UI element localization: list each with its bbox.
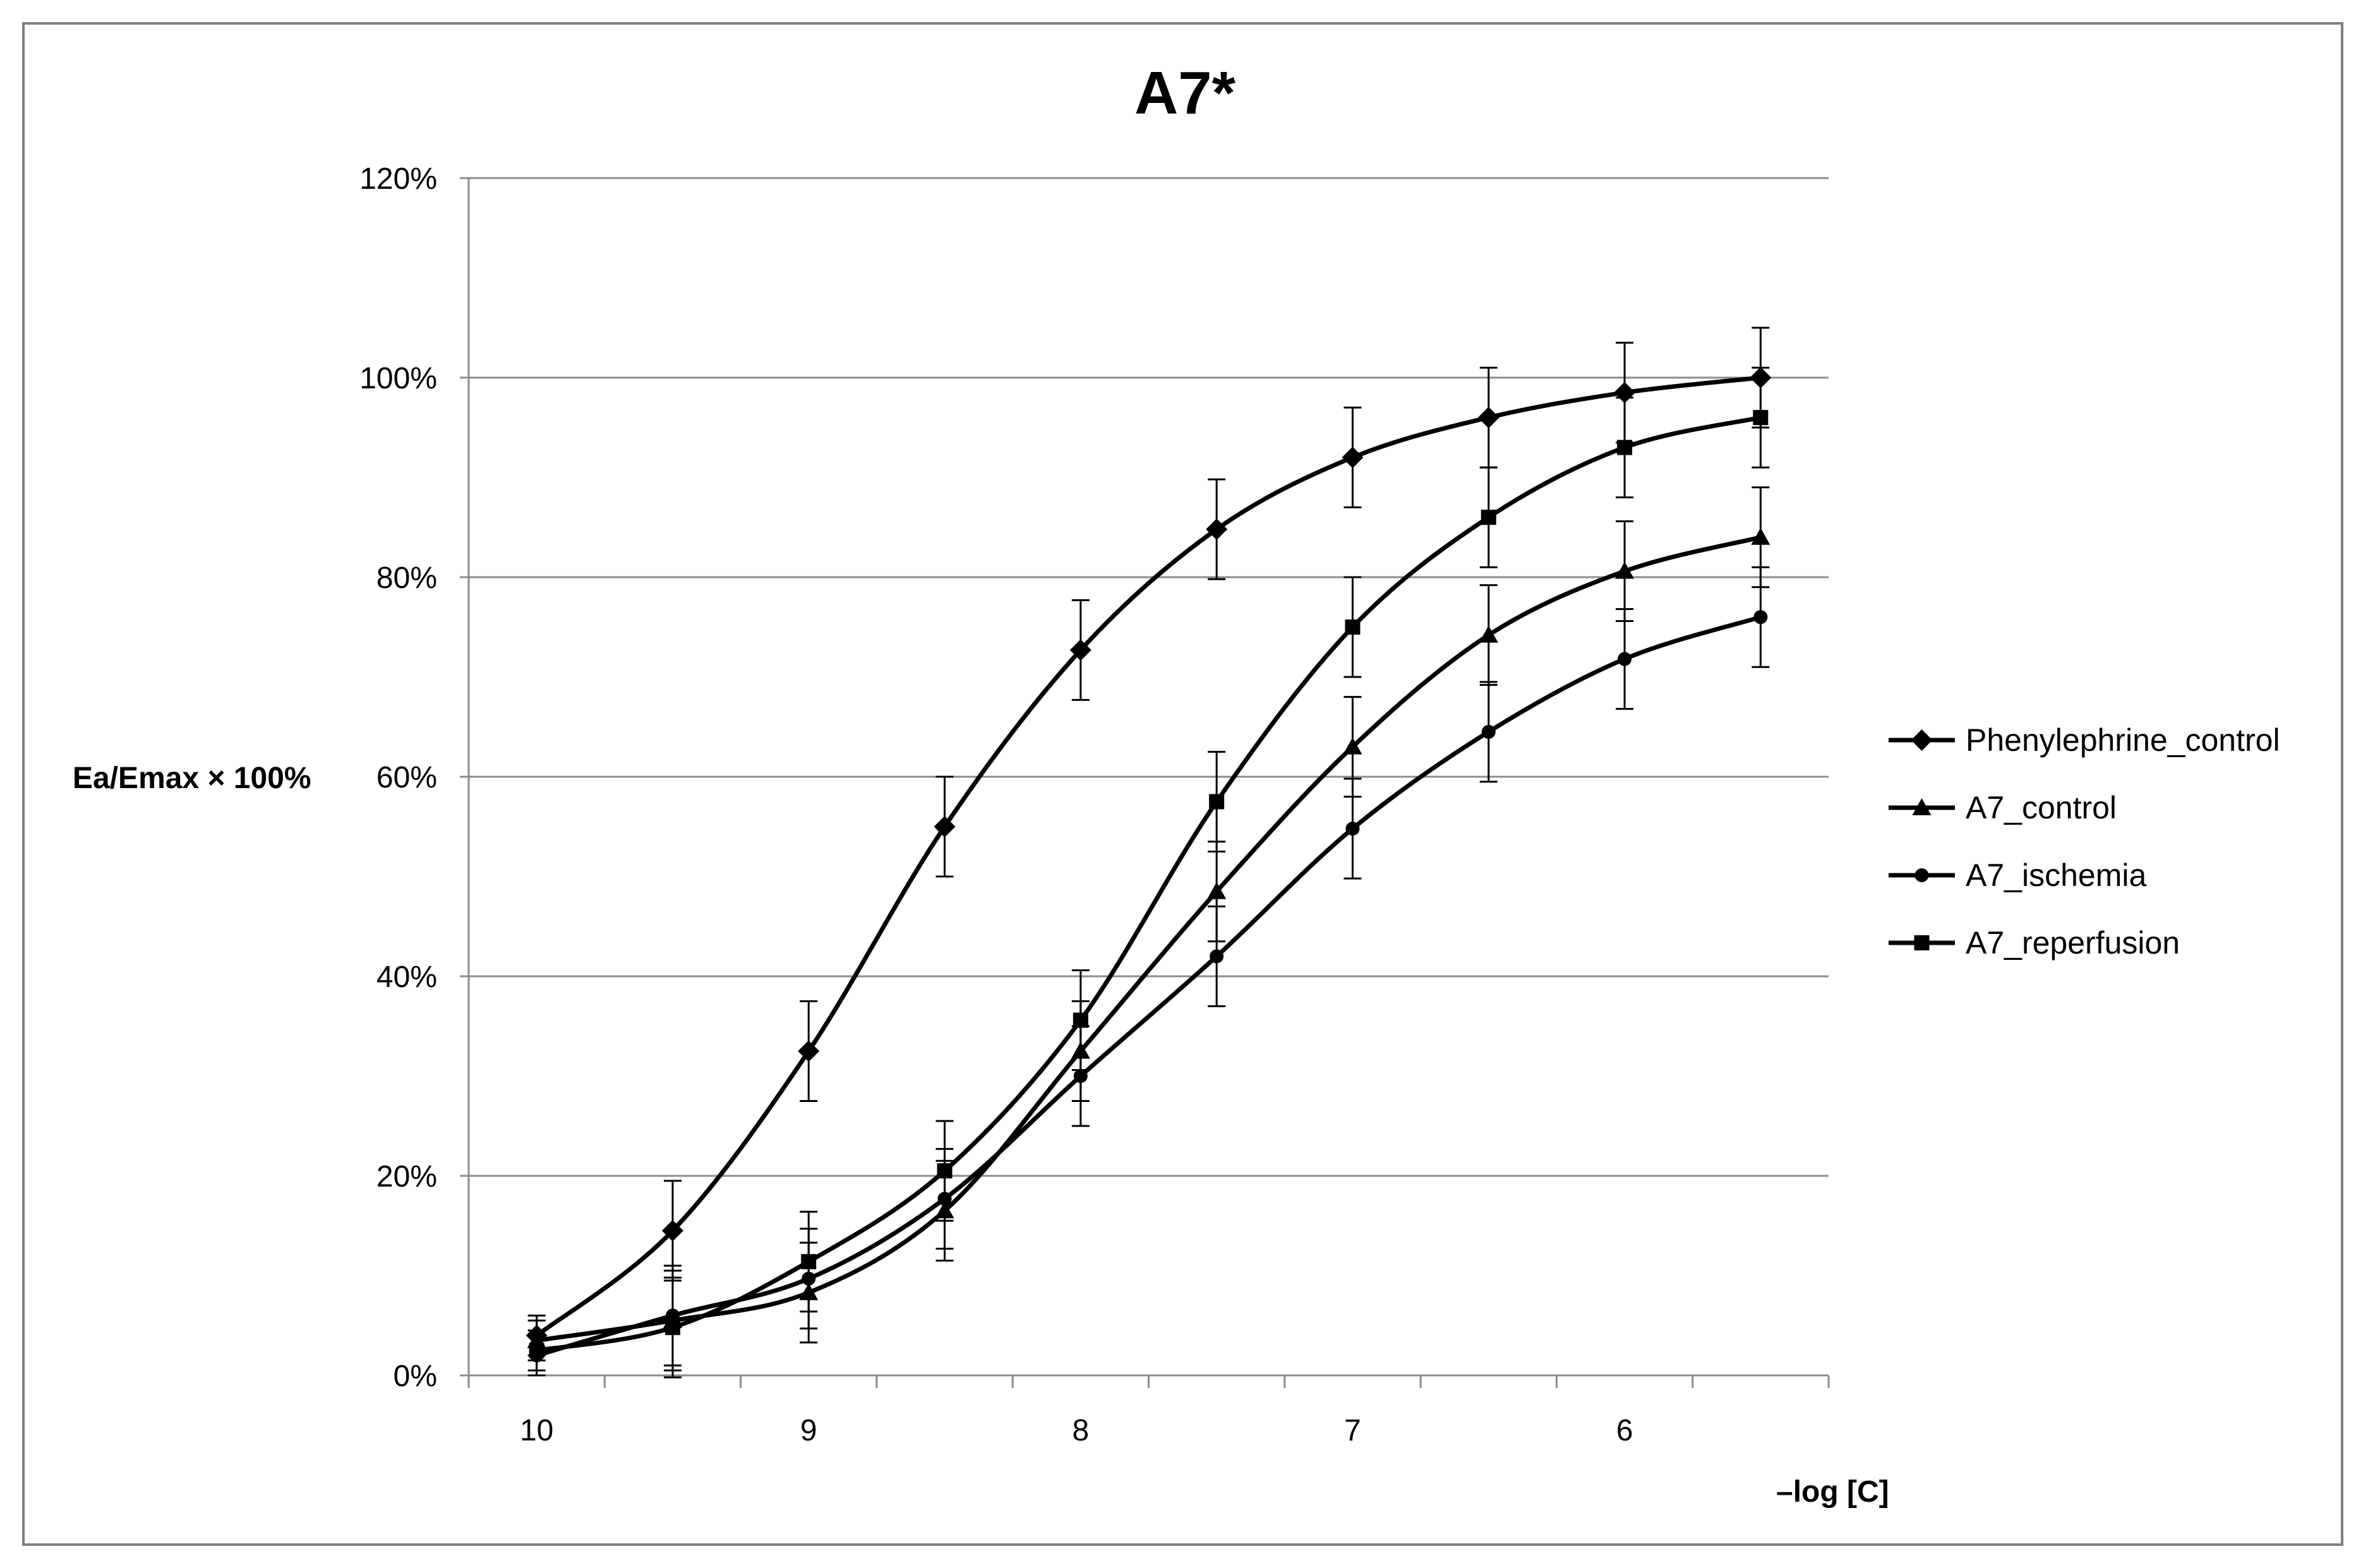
x-tick-label: 9 [800,1414,817,1447]
x-tick-label: 10 [520,1414,553,1447]
data-point [1210,949,1224,964]
data-point [1615,561,1635,579]
data-point [1618,652,1632,666]
y-tick-labels: 0% 20% 40% 60% 80% 100% 120% [359,162,437,1393]
legend-marker [1912,798,1932,815]
x-tick-labels: 10 9 8 7 6 [520,1414,1633,1447]
series-Phenylephrine_control [526,326,1772,1356]
data-point [1753,410,1769,426]
legend-label: A7_ischemia [1966,858,2146,893]
series-line [536,415,1762,1353]
y-tick-label: 60% [376,761,437,794]
legend-marker [1914,868,1929,882]
data-point [1345,822,1360,836]
data-point [1343,737,1362,755]
data-point [1207,882,1227,899]
legend-entry: A7_control [1889,790,2117,825]
legend-label: Phenylephrine_control [1966,722,2280,758]
series-line [536,535,1762,1343]
data-point [1481,510,1496,525]
data-point [798,1040,820,1062]
data-point [1073,1012,1088,1028]
x-axis-title: –log [C] [1776,1475,1889,1509]
chart-title: A7* [1134,59,1236,127]
data-point [1753,610,1768,625]
data-point [1209,794,1225,810]
data-point [1206,518,1228,541]
legend-label: A7_reperfusion [1966,925,2180,961]
data-point [1073,1069,1088,1083]
axes [460,177,1830,1388]
series-A7_reperfusion [527,366,1770,1379]
data-point [664,1320,680,1336]
data-point [1477,407,1500,429]
legend-marker [1914,935,1930,950]
legend: Phenylephrine_control A7_control A7_ischem… [1889,722,2280,961]
data-point [1345,619,1361,635]
series-line [535,375,1761,1338]
x-tick-label: 8 [1072,1414,1089,1447]
legend-marker [1911,729,1933,751]
grid-lines [469,177,1829,1177]
data-point [661,1219,683,1242]
series-A7_control [527,486,1770,1372]
y-tick-label: 40% [376,961,437,994]
y-tick-label: 80% [376,561,437,595]
data-point [1342,446,1364,469]
legend-entry: A7_ischemia [1889,858,2146,893]
data-point [934,816,956,837]
data-point [1751,527,1770,545]
data-point [1069,639,1091,661]
x-tick-label: 6 [1616,1414,1633,1447]
data-point [1617,440,1633,455]
data-point [529,1343,544,1358]
legend-label: A7_control [1966,790,2117,825]
data-point [1481,724,1496,739]
legend-entry: Phenylephrine_control [1889,722,2280,758]
series [526,326,1772,1379]
chart-frame [22,22,2343,1546]
x-tick-label: 7 [1344,1414,1361,1447]
legend-entry: A7_reperfusion [1889,925,2180,961]
series-line [536,614,1762,1358]
y-tick-label: 20% [376,1160,437,1194]
y-tick-label: 0% [394,1360,437,1393]
y-axis-title: Ea/Emax × 100% [73,762,311,795]
data-point [1479,625,1498,643]
data-point [801,1254,817,1269]
y-tick-label: 100% [359,362,437,395]
data-point [937,1163,953,1179]
y-tick-label: 120% [359,162,437,196]
